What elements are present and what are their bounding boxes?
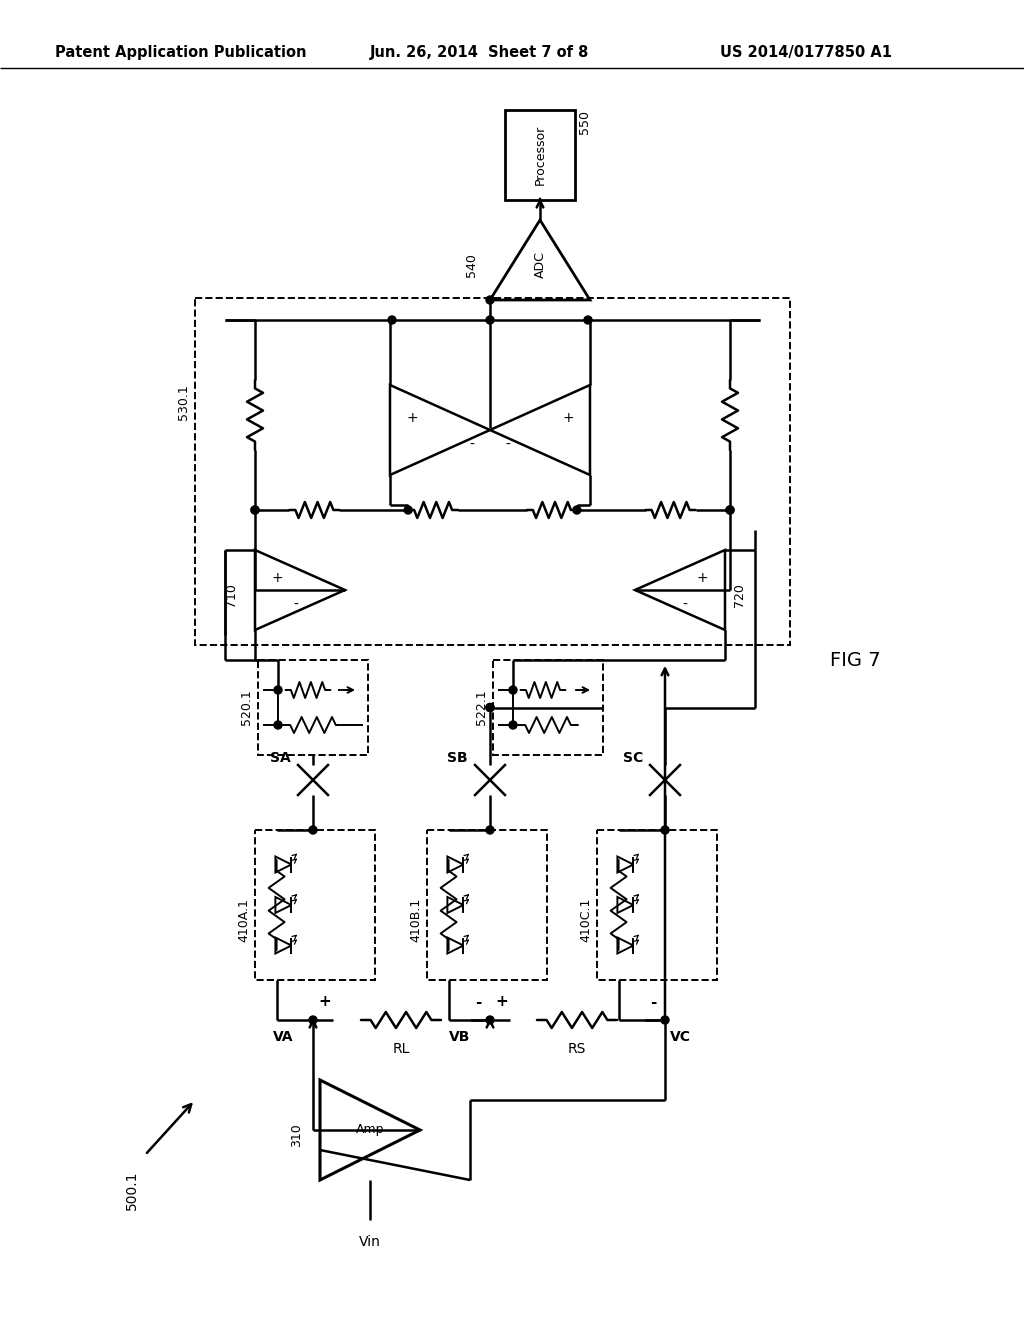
Text: RS: RS	[568, 1041, 586, 1056]
Text: +: +	[696, 572, 709, 585]
Text: +: +	[407, 411, 418, 425]
Text: 410C.1: 410C.1	[579, 898, 592, 942]
Circle shape	[572, 506, 581, 513]
Bar	[505, 110, 575, 201]
Bar	[597, 830, 717, 979]
Text: 710: 710	[225, 583, 238, 607]
Circle shape	[726, 506, 734, 513]
Circle shape	[274, 686, 282, 694]
Text: +: +	[496, 994, 508, 1010]
Text: +: +	[562, 411, 573, 425]
Circle shape	[662, 826, 669, 834]
Text: Vin: Vin	[359, 1236, 381, 1249]
Text: 522.1: 522.1	[475, 689, 488, 725]
Text: 500.1: 500.1	[125, 1170, 139, 1209]
Text: -: -	[475, 994, 481, 1010]
Circle shape	[404, 506, 412, 513]
Circle shape	[388, 315, 396, 323]
Text: -: -	[682, 598, 687, 612]
Text: +: +	[318, 994, 332, 1010]
Text: SC: SC	[623, 751, 643, 766]
Circle shape	[486, 296, 494, 304]
Text: US 2014/0177850 A1: US 2014/0177850 A1	[720, 45, 892, 59]
Bar	[258, 660, 368, 755]
Circle shape	[309, 1016, 317, 1024]
Circle shape	[662, 1016, 669, 1024]
Circle shape	[309, 826, 317, 834]
Circle shape	[486, 826, 494, 834]
Circle shape	[726, 506, 734, 513]
Text: -: -	[506, 438, 510, 451]
Text: Processor: Processor	[534, 125, 547, 185]
Text: 530.1: 530.1	[177, 384, 190, 420]
Circle shape	[486, 704, 494, 711]
Text: Amp: Amp	[355, 1123, 384, 1137]
Circle shape	[486, 1016, 494, 1024]
Text: 720: 720	[733, 583, 746, 607]
Text: +: +	[271, 572, 284, 585]
Text: 410A.1: 410A.1	[237, 898, 250, 942]
Circle shape	[251, 506, 259, 513]
Text: 540: 540	[465, 253, 478, 277]
Text: SB: SB	[447, 751, 468, 766]
Bar	[427, 830, 547, 979]
Text: -: -	[650, 994, 656, 1010]
Circle shape	[251, 506, 259, 513]
Circle shape	[509, 686, 517, 694]
Text: VB: VB	[449, 1030, 470, 1044]
Text: 410B.1: 410B.1	[409, 898, 422, 942]
Text: ADC: ADC	[534, 252, 547, 279]
Text: Jun. 26, 2014  Sheet 7 of 8: Jun. 26, 2014 Sheet 7 of 8	[370, 45, 590, 59]
Text: VC: VC	[670, 1030, 691, 1044]
Text: -: -	[470, 438, 474, 451]
Text: -: -	[293, 598, 298, 612]
Circle shape	[486, 704, 494, 711]
Circle shape	[509, 721, 517, 729]
Text: VA: VA	[272, 1030, 293, 1044]
Circle shape	[584, 315, 592, 323]
Bar	[493, 660, 603, 755]
Circle shape	[486, 315, 494, 323]
Text: 550: 550	[578, 110, 591, 135]
Text: Patent Application Publication: Patent Application Publication	[55, 45, 306, 59]
Bar	[255, 830, 375, 979]
Text: SA: SA	[270, 751, 291, 766]
Circle shape	[274, 721, 282, 729]
Text: RL: RL	[392, 1041, 410, 1056]
Bar	[195, 298, 790, 645]
Text: 520.1: 520.1	[240, 689, 253, 726]
Text: FIG 7: FIG 7	[830, 651, 881, 669]
Text: 310: 310	[290, 1123, 303, 1147]
